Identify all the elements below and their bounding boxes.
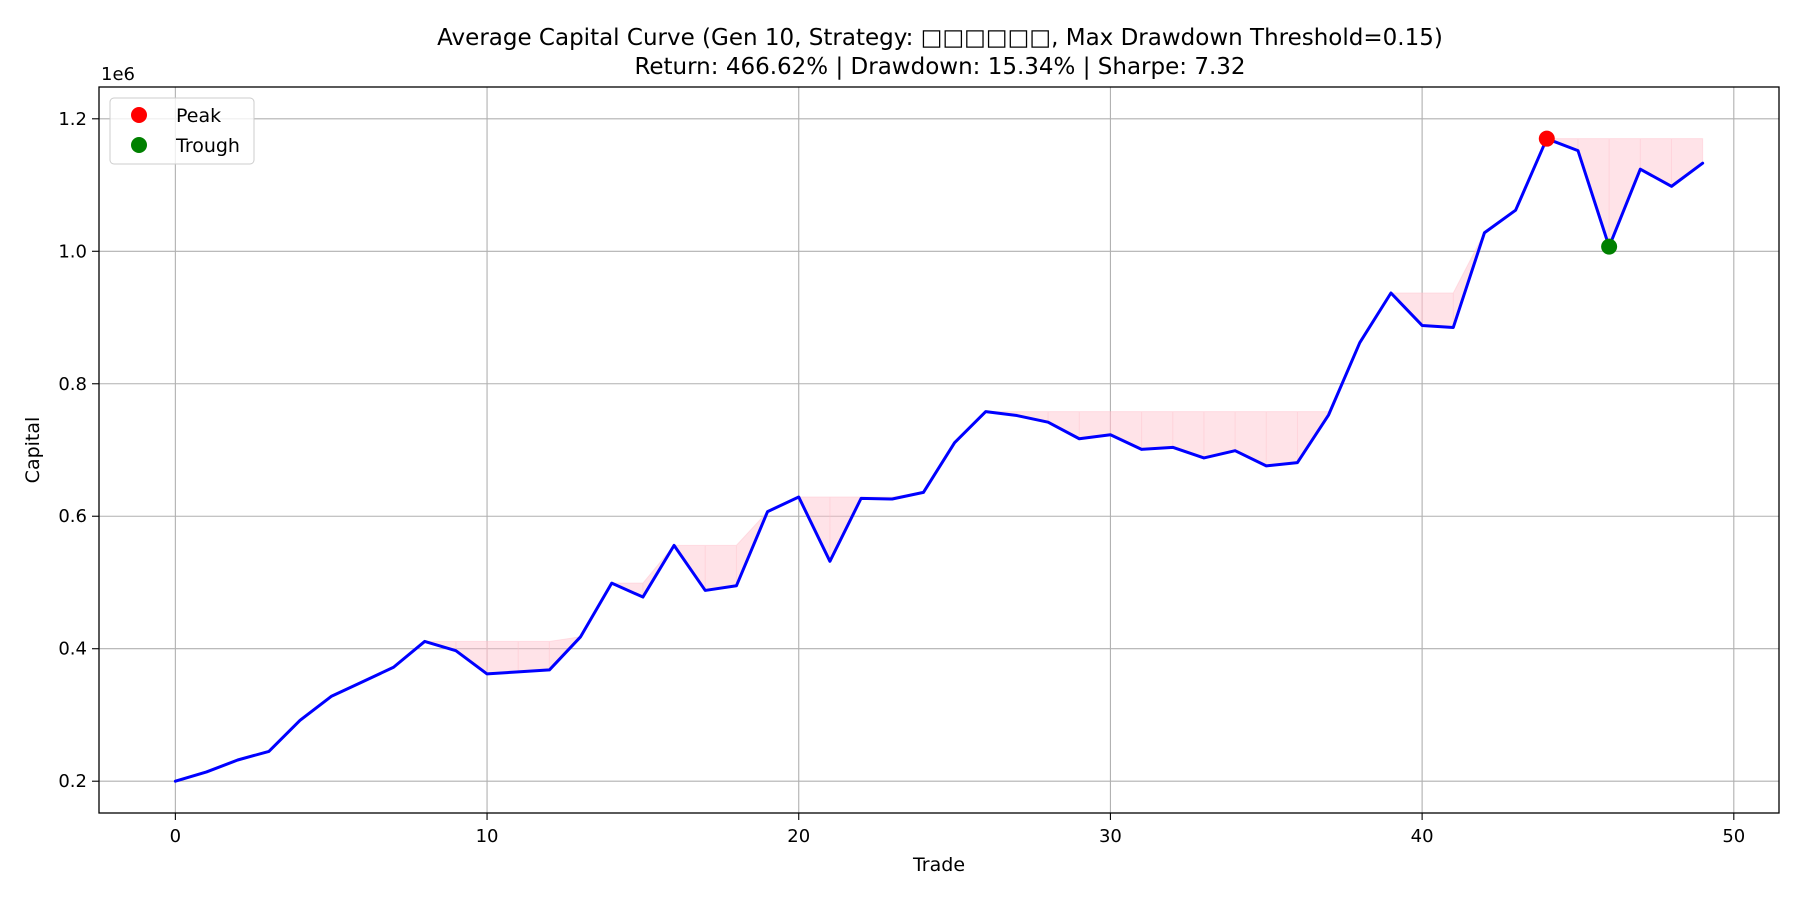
data-point — [1576, 149, 1580, 153]
data-point — [1514, 208, 1518, 212]
data-point — [703, 588, 707, 592]
y-tick-label: 1.0 — [58, 241, 87, 262]
y-tick-label: 0.8 — [58, 374, 87, 395]
plot-frame — [98, 86, 1780, 814]
data-point — [953, 441, 957, 445]
data-point — [1202, 456, 1206, 460]
data-point — [1482, 231, 1486, 235]
x-tick-label: 30 — [1099, 826, 1122, 847]
legend: Peak Trough — [109, 97, 255, 165]
legend-marker-peak — [131, 107, 147, 123]
y-axis-ticks: 0.2 0.4 0.6 0.8 1.0 1.2 — [58, 109, 99, 792]
data-point — [173, 779, 177, 783]
data-point — [859, 496, 863, 500]
data-point — [828, 559, 832, 563]
data-point — [1295, 461, 1299, 465]
data-point — [485, 672, 489, 676]
legend-label-trough: Trough — [175, 135, 240, 157]
peak-trough-markers — [1538, 130, 1618, 255]
data-point — [423, 639, 427, 643]
capital-line — [173, 137, 1705, 783]
x-tick-label: 10 — [476, 826, 499, 847]
data-point — [454, 649, 458, 653]
y-tick-label: 0.6 — [58, 506, 87, 527]
data-point — [890, 497, 894, 501]
grid — [99, 87, 1779, 813]
trough-marker — [1601, 238, 1618, 255]
data-point — [1358, 341, 1362, 345]
data-point — [1638, 167, 1642, 171]
x-axis-label: Trade — [912, 854, 965, 876]
x-tick-label: 20 — [787, 826, 810, 847]
data-point — [641, 595, 645, 599]
data-point — [1046, 420, 1050, 424]
data-point — [392, 665, 396, 669]
data-point — [797, 495, 801, 499]
data-point — [298, 718, 302, 722]
data-point — [921, 490, 925, 494]
data-point — [1389, 291, 1393, 295]
legend-marker-trough — [131, 137, 147, 153]
data-point — [1327, 413, 1331, 417]
x-tick-label: 0 — [170, 826, 181, 847]
data-point — [1264, 464, 1268, 468]
data-point — [1669, 184, 1673, 188]
data-point — [1140, 447, 1144, 451]
data-point — [1171, 445, 1175, 449]
chart-title-line2: Return: 466.62% | Drawdown: 15.34% | Sha… — [634, 54, 1245, 80]
data-point — [236, 758, 240, 762]
data-point — [360, 680, 364, 684]
data-point — [1015, 414, 1019, 418]
data-point — [267, 749, 271, 753]
data-point — [547, 668, 551, 672]
data-point — [1701, 161, 1705, 165]
chart-title-line1: Average Capital Curve (Gen 10, Strategy:… — [437, 25, 1443, 51]
y-axis-label: Capital — [22, 417, 44, 484]
data-point — [672, 543, 676, 547]
legend-label-peak: Peak — [176, 105, 221, 127]
y-offset-label: 1e6 — [101, 64, 135, 85]
y-tick-label: 0.2 — [58, 771, 87, 792]
x-tick-label: 50 — [1722, 826, 1745, 847]
x-axis-ticks: 0 10 20 30 40 50 — [170, 813, 1745, 847]
peak-marker — [1538, 130, 1555, 147]
data-point — [1233, 449, 1237, 453]
series-layer — [173, 137, 1705, 783]
data-point — [766, 510, 770, 514]
data-point — [1420, 323, 1424, 327]
data-point — [205, 770, 209, 774]
data-point — [984, 410, 988, 414]
data-point — [1077, 437, 1081, 441]
data-point — [579, 635, 583, 639]
data-point — [1451, 325, 1455, 329]
data-point — [610, 581, 614, 585]
data-point — [329, 694, 333, 698]
y-tick-label: 0.4 — [58, 639, 87, 660]
data-point — [734, 584, 738, 588]
x-tick-label: 40 — [1411, 826, 1434, 847]
data-point — [1108, 433, 1112, 437]
data-point — [516, 670, 520, 674]
y-tick-label: 1.2 — [58, 109, 87, 130]
